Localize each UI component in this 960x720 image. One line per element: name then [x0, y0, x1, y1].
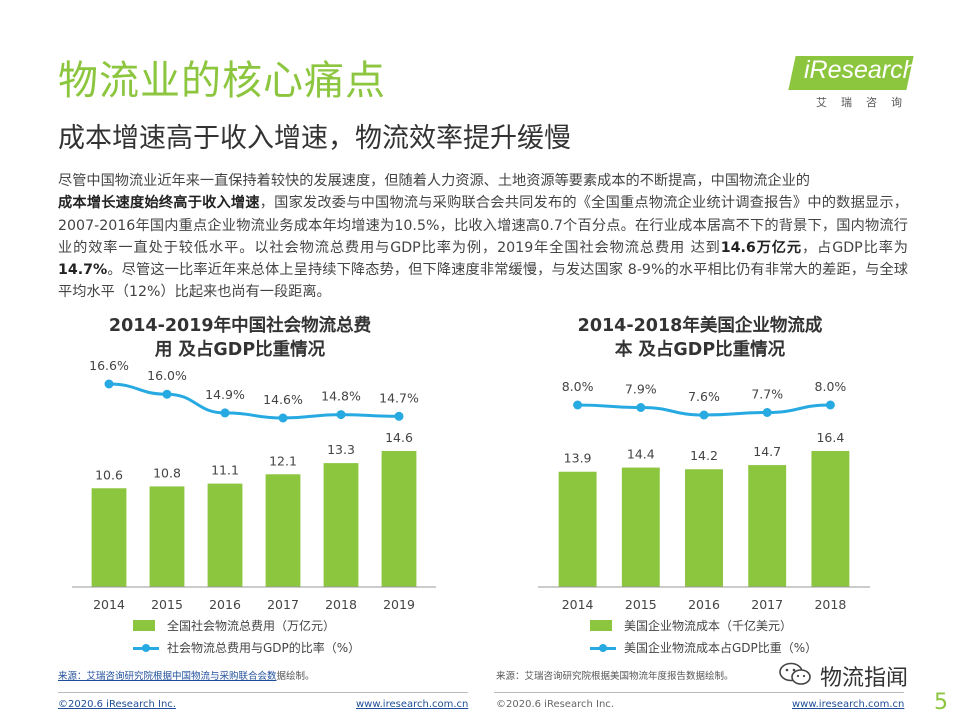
bar-2017 [748, 465, 787, 587]
x-tick-label: 2017 [267, 597, 299, 612]
bar-value-label: 10.8 [153, 465, 181, 480]
footer-divider [58, 692, 468, 693]
ratio-value-label: 8.0% [562, 379, 594, 394]
intro-paragraph: 尽管中国物流业近年来一直保持着较快的发展速度，但随着人力资源、土地资源等要素成本… [58, 170, 908, 304]
ratio-value-label: 7.7% [751, 387, 783, 402]
chart-title-line: 本 及占GDP比重情况 [614, 340, 786, 360]
x-tick-label: 2016 [688, 597, 720, 612]
paragraph-text: ，占GDP比率为 [802, 239, 908, 256]
bar-2014 [558, 471, 597, 587]
iresearch-logo: iResearch 艾瑞咨询 [776, 50, 917, 120]
ratio-value-label: 7.9% [625, 382, 657, 397]
bar-value-label: 13.9 [564, 451, 592, 466]
ratio-value-label: 14.9% [205, 387, 245, 402]
watermark-text: 物流指闻 [820, 666, 909, 691]
bar-value-label: 11.1 [211, 463, 239, 478]
bar-value-label: 14.4 [627, 447, 655, 462]
bar-value-label: 14.6 [385, 430, 413, 445]
bar-2015 [149, 486, 185, 587]
x-tick-label: 2014 [562, 597, 594, 612]
footer-copyright: ©2020.6 iResearch Inc. [496, 699, 614, 710]
paragraph-text: 尽管中国物流业近年来一直保持着较快的发展速度，但随着人力资源、土地资源等要素成本… [58, 173, 810, 189]
bar-2018 [811, 451, 850, 587]
ratio-value-label: 14.8% [321, 389, 361, 404]
bar-2014 [91, 488, 127, 587]
ratio-value-label: 16.0% [147, 368, 187, 383]
bar-2016 [207, 483, 243, 587]
bar-value-label: 16.4 [816, 430, 844, 445]
wechat-icon [779, 662, 811, 685]
chart-title-line: 2014-2018年美国企业物流成 [577, 316, 823, 336]
bar-2015 [621, 467, 660, 587]
chart-title-line: 用 及占GDP比重情况 [154, 340, 326, 360]
page-title: 物流业的核心痛点 [58, 58, 386, 104]
legend-swatch-bar [590, 620, 612, 631]
ratio-point-2018 [336, 410, 346, 420]
bar-value-label: 14.7 [753, 444, 781, 459]
x-tick-label: 2017 [751, 597, 783, 612]
bar-2018 [323, 463, 359, 587]
x-tick-label: 2015 [151, 597, 183, 612]
paragraph-emphasis: 14.6万亿元 [720, 239, 803, 256]
source-note-china: 来源：艾瑞咨询研究院根据中国物流与采购联合会数据绘制。 [58, 668, 315, 682]
logo-subtext: 艾瑞咨询 [816, 96, 916, 109]
ratio-point-2019 [394, 411, 404, 421]
ratio-point-2017 [762, 408, 772, 417]
page-subtitle: 成本增速高于收入增速，物流效率提升缓慢 [58, 123, 571, 154]
bar-2017 [265, 474, 301, 587]
ratio-point-2016 [699, 410, 709, 420]
source-link[interactable]: 来源：艾瑞咨询研究院根据中国物流与采购联合会数 [58, 671, 277, 682]
legend-label: 美国企业物流成本（千亿美元） [624, 619, 793, 633]
legend-marker [599, 644, 607, 652]
ratio-value-label: 7.6% [688, 389, 720, 404]
legend-marker [142, 644, 150, 652]
ratio-value-label: 14.7% [379, 390, 419, 405]
legend-label: 社会物流总费用与GDP的比率（%） [167, 641, 361, 655]
x-tick-label: 2018 [814, 597, 846, 612]
ratio-point-2018 [825, 400, 835, 410]
ratio-value-label: 16.6% [89, 358, 129, 373]
logo-text: iResearch [804, 56, 917, 84]
ratio-point-2015 [636, 403, 646, 412]
bar-2019 [381, 451, 417, 587]
paragraph-emphasis: 14.7% [58, 262, 108, 279]
wechat-watermark: 物流指闻 [778, 660, 938, 691]
ratio-value-label: 14.6% [263, 392, 303, 407]
footer-copyright[interactable]: ©2020.6 iResearch Inc. [58, 699, 176, 710]
footer-url[interactable]: www.iresearch.com.cn [792, 699, 905, 710]
source-suffix: 据绘制。 [276, 671, 315, 682]
bar-2016 [685, 469, 723, 587]
bar-value-label: 14.2 [690, 448, 718, 463]
x-tick-label: 2019 [383, 597, 415, 612]
bar-value-label: 12.1 [269, 453, 297, 468]
page-number: 5 [934, 690, 948, 715]
footer-url[interactable]: www.iresearch.com.cn [356, 699, 469, 710]
chart-title-us: 2014-2018年美国企业物流成 本 及占GDP比重情况 [530, 314, 870, 362]
ratio-value-label: 8.0% [815, 379, 847, 394]
ratio-point-2015 [162, 389, 172, 399]
x-tick-label: 2015 [625, 597, 657, 612]
legend-swatch-bar [133, 620, 155, 631]
paragraph-text: ，国家发改委与中国物流与采购联合会共同发布的《全国重点物流企业统计调查报告》中的… [58, 195, 908, 256]
x-tick-label: 2016 [209, 597, 241, 612]
bar-value-label: 13.3 [327, 442, 355, 457]
ratio-point-2014 [104, 379, 114, 389]
x-tick-label: 2014 [93, 597, 125, 612]
legend-label: 全国社会物流总费用（万亿元） [167, 619, 336, 633]
chart-title-china: 2014-2019年中国社会物流总费 用 及占GDP比重情况 [70, 314, 410, 362]
source-note-us: 来源：艾瑞咨询研究院根据美国物流年度报告数据绘制。 [496, 671, 734, 682]
paragraph-emphasis: 成本增长速度始终高于收入增速 [58, 195, 260, 212]
x-tick-label: 2018 [325, 597, 357, 612]
bar-value-label: 10.6 [95, 467, 123, 482]
paragraph-text: 。尽管这一比率近年来总体上呈持续下降态势，但下降速度非常缓慢，与发达国家 8-9… [58, 262, 908, 301]
ratio-point-2016 [220, 408, 230, 418]
ratio-point-2017 [278, 413, 288, 423]
us-logistics-chart: 13.9 2014 14.4 2015 14.2 2016 14.7 2017 16.4 2018… [538, 379, 870, 612]
china-logistics-chart: 10.6 2014 10.8 2015 11.1 2016 12.1 2017 13.3 2018… [72, 358, 436, 612]
chart-title-line: 2014-2019年中国社会物流总费 [108, 316, 372, 336]
footer-divider [494, 692, 904, 693]
ratio-point-2014 [573, 400, 583, 410]
legend-label: 美国企业物流成本占GDP比重（%） [624, 641, 818, 655]
